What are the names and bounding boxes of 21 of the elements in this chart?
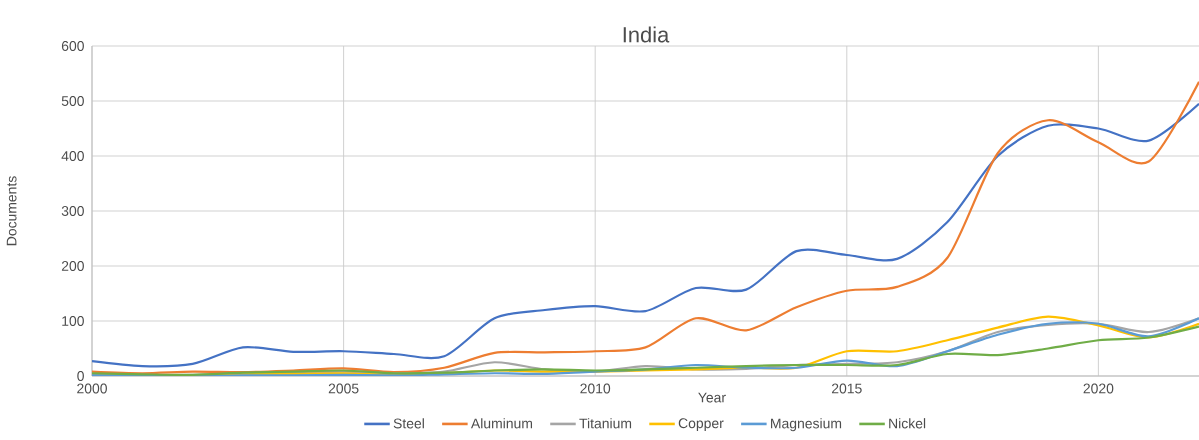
y-tick-label: 0	[77, 371, 84, 381]
x-tick-label: 2010	[580, 383, 611, 394]
x-tick-label: 2020	[1083, 383, 1114, 394]
x-tick-label: 2005	[328, 383, 359, 394]
y-tick-label: 200	[61, 261, 84, 271]
legend-label: Nickel	[889, 418, 926, 429]
y-tick-label: 500	[61, 96, 84, 106]
legend-label: Aluminum	[470, 418, 533, 429]
x-tick-label: 2000	[77, 383, 107, 394]
legend-label: Titanium	[579, 418, 632, 429]
y-tick-label: 600	[61, 41, 84, 51]
y-tick-label: 100	[62, 316, 84, 326]
y-axis-title: Documents	[6, 176, 17, 246]
chart-title: India	[623, 26, 670, 43]
x-axis-title: Year	[698, 392, 726, 403]
legend-label: Copper	[678, 418, 724, 431]
legend-label: Magnesium	[771, 418, 842, 432]
legend-label: Steel	[393, 418, 424, 429]
x-tick-label: 2015	[831, 383, 862, 394]
y-tick-label: 300	[61, 206, 84, 216]
y-tick-label: 400	[61, 151, 84, 161]
